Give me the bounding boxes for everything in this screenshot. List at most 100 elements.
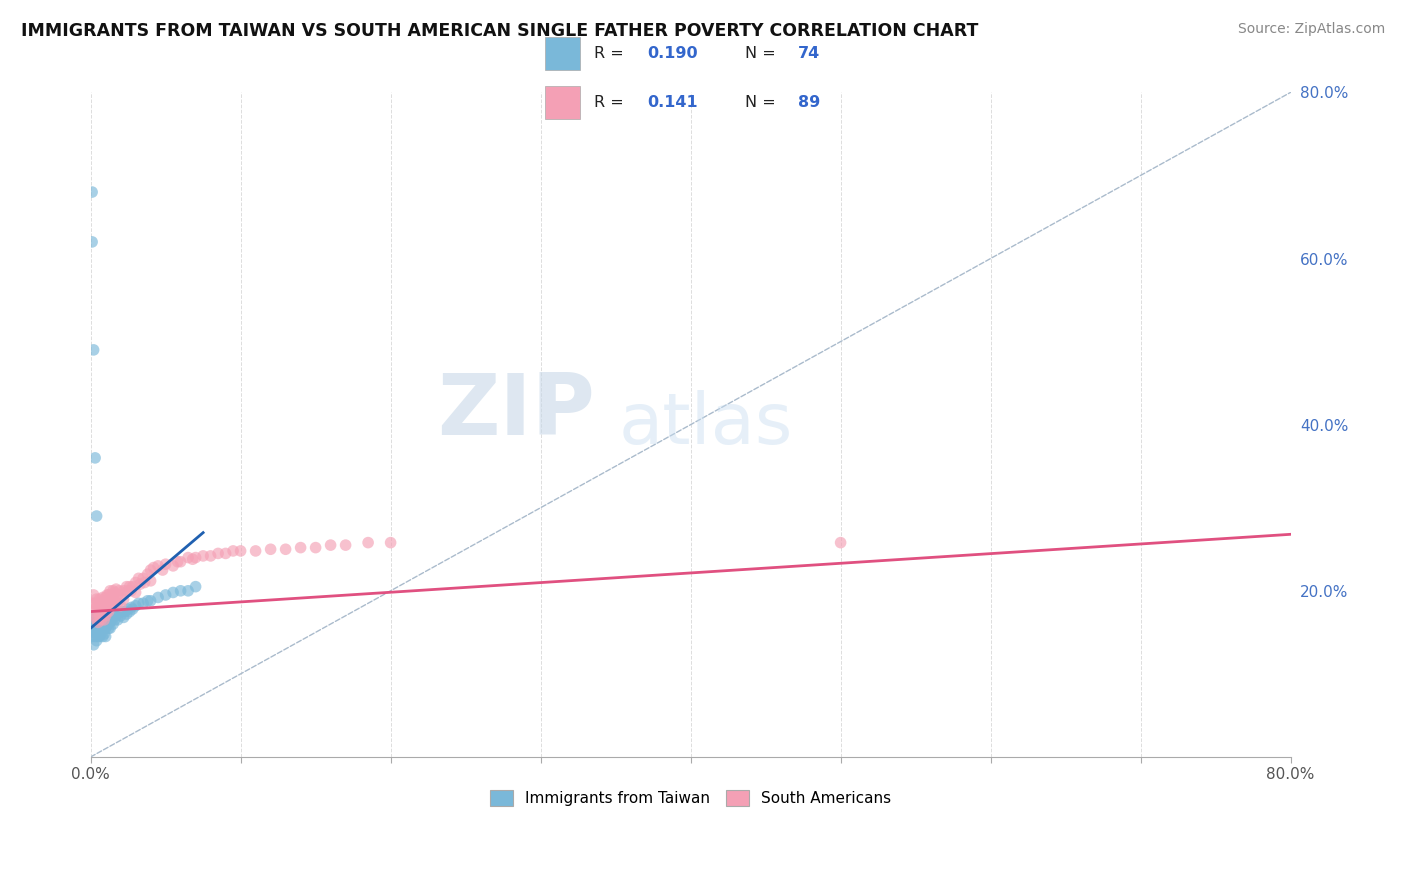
Point: [115, 580, 138, 594]
Point: [169, 555, 191, 569]
Point: [83, 617, 105, 632]
Point: [107, 588, 129, 602]
Legend: Immigrants from Taiwan, South Americans: Immigrants from Taiwan, South Americans: [484, 784, 897, 813]
Point: [91, 613, 114, 627]
Text: ZIP: ZIP: [437, 370, 595, 453]
Point: [93, 627, 115, 641]
Point: [83, 605, 105, 619]
Point: [111, 605, 134, 619]
Point: [89, 608, 111, 623]
Point: [259, 542, 281, 557]
Point: [94, 599, 117, 613]
Point: [90, 608, 112, 623]
Point: [82, 608, 104, 623]
Point: [120, 583, 142, 598]
Point: [94, 608, 117, 623]
Point: [117, 583, 139, 598]
Point: [121, 580, 143, 594]
Point: [100, 588, 122, 602]
Point: [117, 602, 139, 616]
Point: [97, 596, 120, 610]
Point: [146, 591, 169, 605]
Point: [84, 621, 107, 635]
Point: [290, 541, 312, 555]
Point: [96, 613, 118, 627]
Point: [222, 544, 245, 558]
Point: [96, 618, 118, 632]
Point: [121, 602, 143, 616]
Point: [104, 585, 127, 599]
Point: [110, 599, 132, 613]
Point: [304, 541, 326, 555]
Point: [101, 583, 124, 598]
Point: [166, 555, 188, 569]
Point: [139, 574, 162, 588]
Point: [93, 613, 115, 627]
Point: [200, 549, 222, 563]
Point: [177, 583, 200, 598]
Point: [181, 552, 204, 566]
Point: [82, 596, 104, 610]
Point: [90, 615, 112, 630]
Point: [110, 588, 132, 602]
Point: [90, 596, 112, 610]
Point: [87, 615, 110, 630]
Point: [97, 588, 120, 602]
Point: [93, 602, 115, 616]
Point: [86, 600, 108, 615]
Text: R =: R =: [593, 95, 628, 111]
Point: [91, 621, 114, 635]
Point: [105, 582, 128, 596]
Point: [128, 571, 150, 585]
Point: [380, 535, 402, 549]
Point: [82, 630, 104, 644]
Point: [89, 621, 111, 635]
Point: [89, 630, 111, 644]
Point: [86, 613, 108, 627]
Point: [90, 621, 112, 635]
Point: [120, 600, 142, 615]
Text: R =: R =: [593, 45, 628, 61]
Point: [184, 580, 207, 594]
Point: [84, 625, 107, 640]
Point: [82, 235, 104, 249]
Point: [335, 538, 357, 552]
Point: [83, 588, 105, 602]
Point: [115, 607, 138, 621]
Point: [107, 596, 129, 610]
Point: [84, 596, 107, 610]
Point: [104, 613, 127, 627]
Point: [108, 605, 131, 619]
Point: [136, 594, 159, 608]
Point: [245, 544, 267, 558]
Point: [162, 585, 184, 599]
Point: [87, 617, 110, 632]
Point: [87, 621, 110, 635]
Point: [98, 592, 121, 607]
Point: [82, 621, 104, 635]
Point: [134, 575, 156, 590]
Point: [83, 625, 105, 640]
Point: [100, 596, 122, 610]
Point: [105, 608, 128, 623]
Point: [112, 592, 135, 607]
Point: [82, 185, 104, 199]
Point: [97, 621, 120, 635]
Point: [357, 535, 380, 549]
Point: [162, 558, 184, 573]
Point: [152, 563, 174, 577]
FancyBboxPatch shape: [544, 37, 581, 70]
Point: [94, 621, 117, 635]
Point: [136, 567, 159, 582]
Point: [100, 613, 122, 627]
Point: [91, 591, 114, 605]
Point: [114, 605, 136, 619]
Text: 74: 74: [799, 45, 820, 61]
Point: [98, 583, 121, 598]
Point: [124, 599, 146, 613]
FancyBboxPatch shape: [544, 87, 581, 119]
Point: [89, 613, 111, 627]
Point: [96, 596, 118, 610]
Point: [207, 546, 229, 560]
Text: atlas: atlas: [619, 390, 793, 459]
